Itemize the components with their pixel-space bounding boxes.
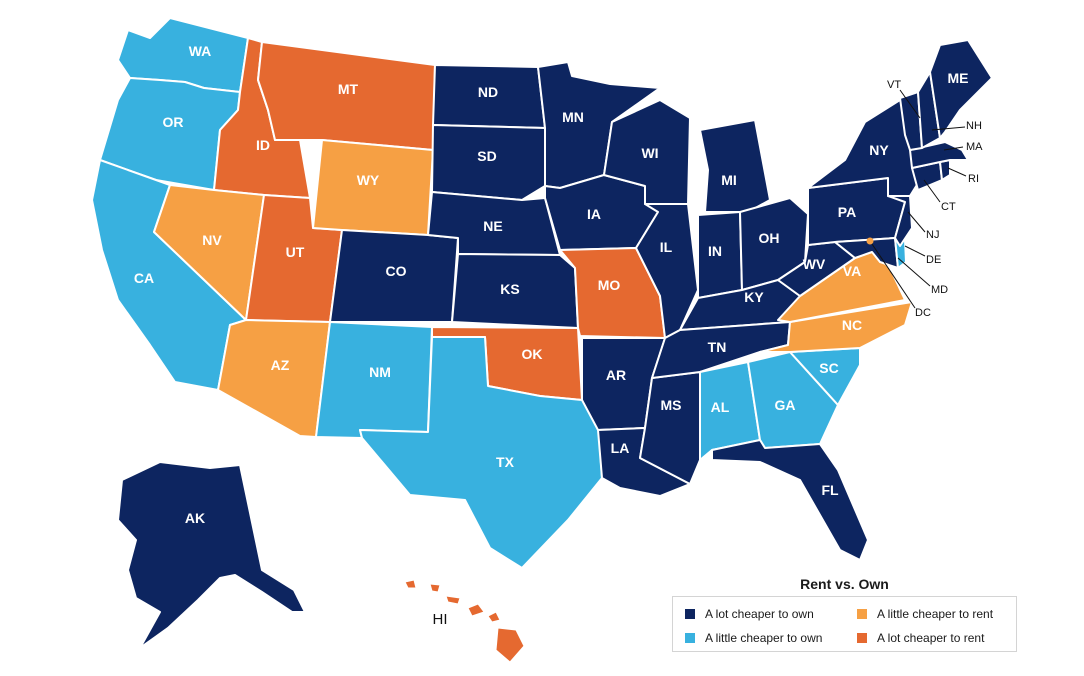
- label-id: ID: [256, 137, 270, 153]
- state-tx: [359, 336, 603, 569]
- legend-swatch-little-own: [685, 633, 695, 643]
- label-oh: OH: [759, 230, 780, 246]
- label-wy: WY: [357, 172, 380, 188]
- legend-swatch-lot-rent: [857, 633, 867, 643]
- label-de: DE: [926, 254, 941, 266]
- label-in: IN: [708, 243, 722, 259]
- label-mt: MT: [338, 81, 359, 97]
- state-fl: [711, 439, 869, 561]
- state-az: [217, 319, 331, 438]
- label-sc: SC: [819, 360, 838, 376]
- label-md: MD: [931, 284, 948, 296]
- label-la: LA: [611, 440, 630, 456]
- label-ri: RI: [968, 173, 979, 185]
- label-ok: OK: [522, 346, 543, 362]
- state-nc: [759, 301, 913, 353]
- legend-swatch-lot-own: [685, 609, 695, 619]
- legend-item-lot-rent: A lot cheaper to rent: [857, 631, 984, 645]
- legend-item-little-own: A little cheaper to own: [685, 631, 822, 645]
- label-wv: WV: [803, 256, 826, 272]
- state-vt: [899, 91, 923, 151]
- legend-item-lot-own: A lot cheaper to own: [685, 607, 814, 621]
- label-nv: NV: [202, 232, 222, 248]
- label-az: AZ: [271, 357, 290, 373]
- label-ma: MA: [966, 141, 983, 153]
- label-il: IL: [660, 239, 673, 255]
- legend: A lot cheaper to own A little cheaper to…: [672, 596, 1017, 652]
- label-mi: MI: [721, 172, 737, 188]
- label-fl: FL: [821, 482, 839, 498]
- label-ne: NE: [483, 218, 502, 234]
- state-labels: WA OR CA ID MT NV UT AZ WY CO NM ND SD N…: [134, 43, 983, 628]
- label-me: ME: [948, 70, 969, 86]
- label-nm: NM: [369, 364, 391, 380]
- leader-lines: [871, 89, 967, 309]
- state-ri: [939, 159, 951, 181]
- state-hi: [404, 579, 525, 663]
- label-ut: UT: [286, 244, 305, 260]
- legend-item-little-rent: A little cheaper to rent: [857, 607, 993, 621]
- label-nd: ND: [478, 84, 498, 100]
- legend-label-lot-rent: A lot cheaper to rent: [877, 631, 985, 645]
- label-va: VA: [843, 263, 861, 279]
- dc-marker: [866, 237, 874, 245]
- label-ak: AK: [185, 510, 205, 526]
- label-nc: NC: [842, 317, 862, 333]
- legend-label-little-own: A little cheaper to own: [705, 631, 823, 645]
- legend-label-little-rent: A little cheaper to rent: [877, 607, 994, 621]
- label-ms: MS: [661, 397, 682, 413]
- label-pa: PA: [838, 204, 856, 220]
- label-ky: KY: [744, 289, 764, 305]
- label-nj: NJ: [926, 229, 939, 241]
- state-sd: [431, 124, 546, 201]
- label-wi: WI: [641, 145, 658, 161]
- label-wa: WA: [189, 43, 212, 59]
- label-ny: NY: [869, 142, 889, 158]
- label-al: AL: [711, 399, 730, 415]
- label-vt: VT: [887, 79, 901, 91]
- label-ca: CA: [134, 270, 154, 286]
- label-ct: CT: [941, 201, 956, 213]
- label-ga: GA: [775, 397, 796, 413]
- state-ak: [117, 461, 306, 649]
- label-mo: MO: [598, 277, 621, 293]
- label-or: OR: [163, 114, 184, 130]
- label-ar: AR: [606, 367, 626, 383]
- label-co: CO: [386, 263, 407, 279]
- state-me: [929, 39, 993, 139]
- label-dc: DC: [915, 307, 931, 319]
- label-ia: IA: [587, 206, 601, 222]
- label-ks: KS: [500, 281, 519, 297]
- label-mn: MN: [562, 109, 584, 125]
- state-mi: [699, 119, 771, 213]
- label-sd: SD: [477, 148, 496, 164]
- legend-swatch-little-rent: [857, 609, 867, 619]
- legend-label-lot-own: A lot cheaper to own: [705, 607, 814, 621]
- label-hi: HI: [433, 611, 448, 628]
- legend-title: Rent vs. Own: [800, 576, 889, 592]
- label-tx: TX: [496, 454, 515, 470]
- state-nm: [315, 321, 433, 439]
- label-nh: NH: [966, 120, 982, 132]
- label-tn: TN: [708, 339, 727, 355]
